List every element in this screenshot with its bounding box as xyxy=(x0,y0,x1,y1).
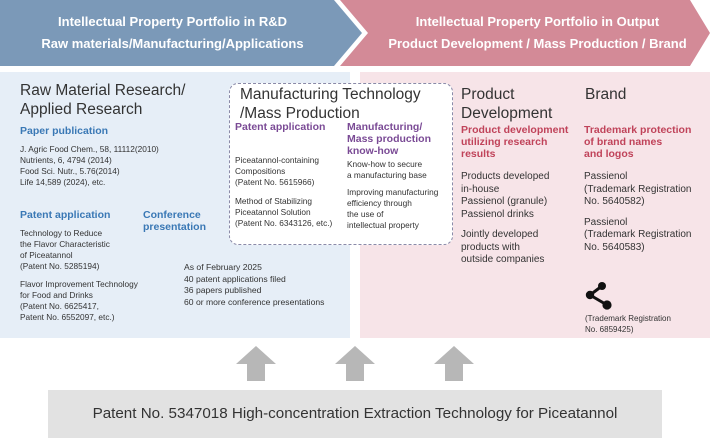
manufacturing-box xyxy=(229,83,453,245)
banner-right: Intellectual Property Portfolio in Outpu… xyxy=(365,11,710,55)
product-development-title: Product Development xyxy=(461,86,553,122)
up-arrow-icon xyxy=(335,346,375,381)
banner-right-line1: Intellectual Property Portfolio in Outpu… xyxy=(415,14,660,29)
banner-left-shape xyxy=(0,0,362,66)
share-node-icon xyxy=(585,282,612,310)
conference-heading: Conference presentation xyxy=(143,209,207,233)
banner-left-line2: Raw materials/Manufacturing/Applications xyxy=(41,36,304,51)
brand-title: Brand xyxy=(585,86,627,103)
up-arrow-icon xyxy=(434,346,474,381)
manufacturing-patent-heading: Patent application xyxy=(235,121,326,133)
brand-list: Passienol (Trademark Registration No. 56… xyxy=(584,171,692,253)
banner-left-line1: Intellectual Property Portfolio in R&D xyxy=(58,14,287,29)
paper-publication-heading: Paper publication xyxy=(20,125,109,137)
base-patent-text: Patent No. 5347018 High-concentration Ex… xyxy=(92,405,618,422)
banner-right-shape xyxy=(340,0,710,66)
manufacturing-patent-list: Piceatannol-containing Compositions (Pat… xyxy=(235,155,333,228)
banner-left: Intellectual Property Portfolio in R&D R… xyxy=(0,11,345,55)
paper-item: Life 14,589 (2024), etc. xyxy=(20,177,106,187)
manufacturing-title: Manufacturing Technology /Mass Productio… xyxy=(240,86,421,122)
header-banners xyxy=(0,0,710,66)
paper-item: Nutrients, 6, 4794 (2014) xyxy=(20,155,112,165)
product-heading: Product development utilizing research r… xyxy=(461,124,569,160)
portfolio-stats: As of February 2025 40 patent applicatio… xyxy=(184,262,325,307)
brand-heading: Trademark protection of brand names and … xyxy=(584,124,692,160)
base-patent-bar xyxy=(48,390,662,438)
paper-list: J. Agric Food Chem., 58, 11112(2010) Nut… xyxy=(20,144,159,188)
product-list: Products developed in-house Passienol (g… xyxy=(461,171,550,265)
knowhow-heading: Manufacturing/ Mass production know-how xyxy=(347,121,432,157)
banner-right-line2: Product Development / Mass Production / … xyxy=(388,36,687,51)
brand-logo-caption: (Trademark Registration No. 6859425) xyxy=(585,314,671,334)
raw-research-title: Raw Material Research/ Applied Research xyxy=(20,82,186,118)
paper-item: Food Sci. Nutr., 5.76(2014) xyxy=(20,166,120,176)
raw-patent-heading: Patent application xyxy=(20,209,111,221)
knowhow-list: Know-how to secure a manufacturing base … xyxy=(347,159,439,230)
paper-item: J. Agric Food Chem., 58, 11112(2010) xyxy=(20,144,159,154)
up-arrow-icon xyxy=(236,346,276,381)
raw-patent-list: Technology to Reduce the Flavor Characte… xyxy=(20,228,138,322)
